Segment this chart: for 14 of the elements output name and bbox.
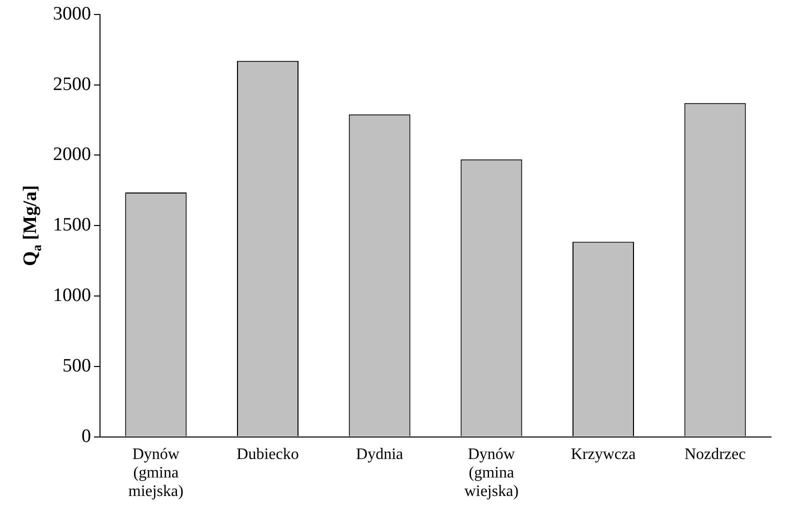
y-tick-label: 500	[62, 355, 91, 376]
x-tick-label: Krzywcza	[570, 446, 636, 464]
y-tick-label: 3000	[53, 3, 91, 24]
x-tick-label: Nozdrzec	[684, 446, 746, 464]
y-axis-title: Qa [Mg/a]	[20, 185, 44, 266]
y-tick-label: 1000	[53, 284, 91, 306]
y-tick-label: 1500	[53, 214, 91, 236]
x-tick-label: Dubiecko	[236, 446, 299, 464]
x-tick-label: Dynów (gmina wiejska)	[464, 446, 519, 500]
y-tick-label: 2000	[53, 144, 91, 166]
x-tick-label: Dydnia	[356, 446, 404, 464]
x-tick-label: Dynów (gmina miejska)	[128, 446, 184, 500]
y-tick-label: 2500	[53, 74, 91, 95]
y-tick-label: 0	[82, 426, 91, 447]
